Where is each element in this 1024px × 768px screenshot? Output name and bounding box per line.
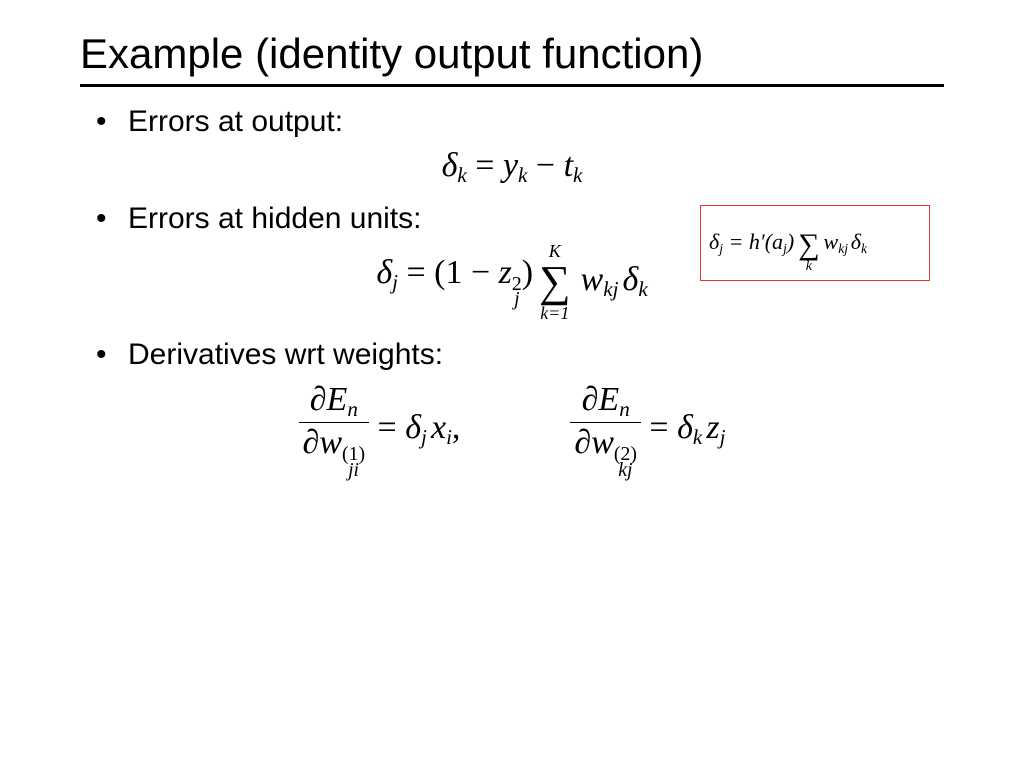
sigma-icon: K ∑ k=1 — [539, 242, 570, 322]
sigma-icon: ∑ k — [798, 212, 819, 274]
callout-general-delta: δj = h′(aj) ∑ k wkjδk — [700, 205, 930, 281]
title-rule — [80, 84, 944, 87]
bullet-errors-output: Errors at output: — [80, 105, 944, 139]
eq-dE-dw2: ∂En ∂w(2)kj = δkzj — [570, 382, 725, 478]
bullet-derivatives: Derivatives wrt weights: — [80, 338, 944, 372]
slide: Example (identity output function) Error… — [0, 0, 1024, 768]
bullet-list: Errors at output: δk = yk − tk Errors at… — [80, 105, 944, 478]
eq-dE-dw1: ∂En ∂w(1)ji = δjxi, — [299, 382, 461, 478]
equation-output-error: δk = yk − tk — [80, 149, 944, 186]
page-title: Example (identity output function) — [80, 30, 944, 78]
equation-derivatives: ∂En ∂w(1)ji = δjxi, ∂En ∂w(2)kj = δkzj — [80, 382, 944, 478]
